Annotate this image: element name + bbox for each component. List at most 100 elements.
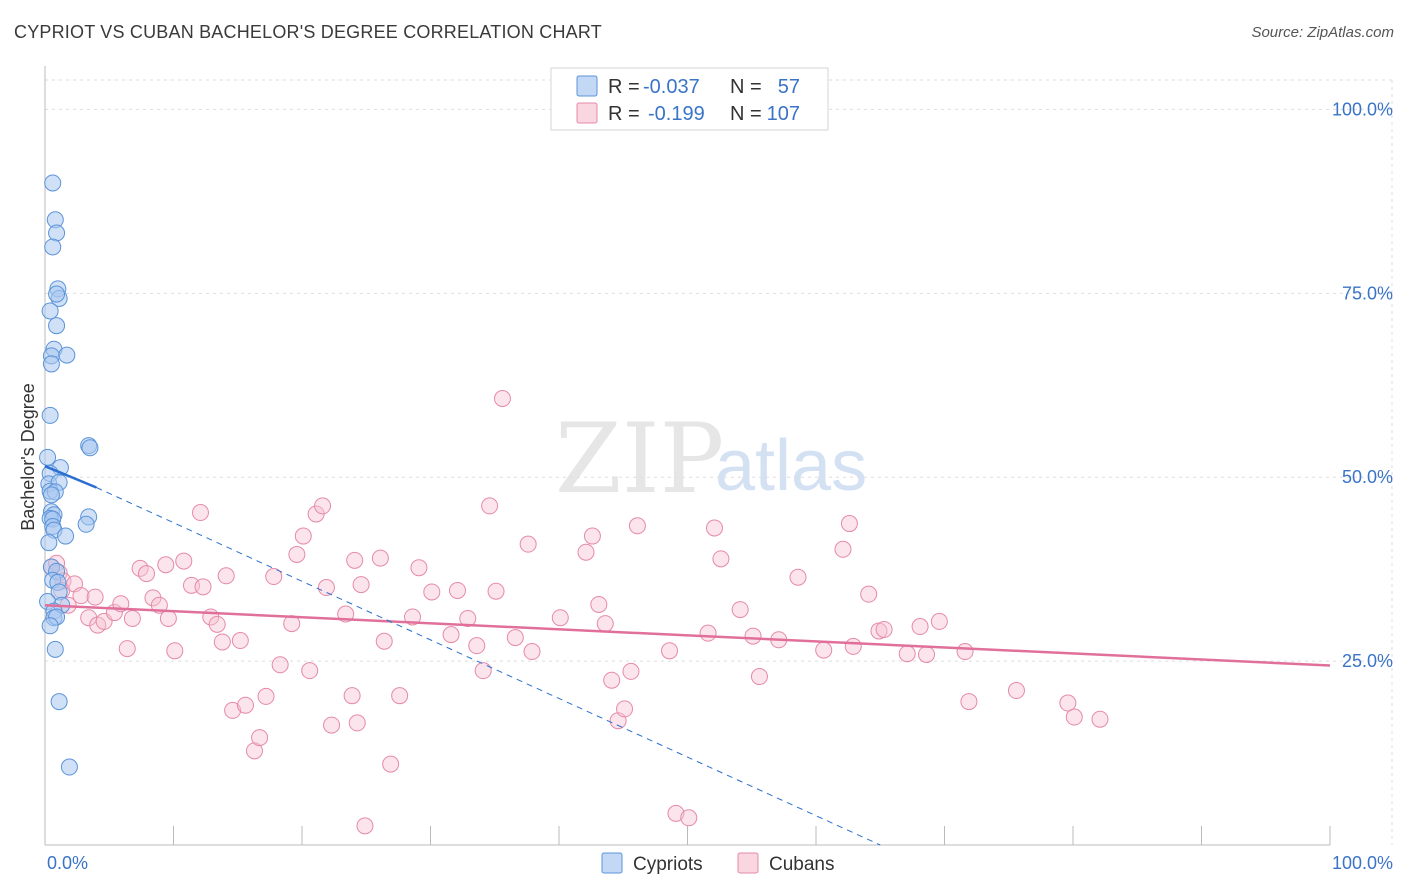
cubans-point [960, 693, 978, 711]
legend-bottom: Cypriots Cubans [601, 852, 835, 875]
cubans-point [231, 632, 249, 650]
cubans-point [815, 641, 833, 659]
cubans-point [680, 809, 698, 827]
cypriots-point [44, 238, 62, 256]
cubans-trend-line [44, 603, 1331, 667]
cypriots-point [50, 693, 68, 711]
legend-cypriots-n-value: 57 [778, 76, 800, 98]
cubans-point [175, 552, 193, 570]
cubans-point [474, 662, 492, 680]
legend-cubans-r-label: R = [608, 103, 640, 125]
y-tick-label: 100.0% [1332, 99, 1393, 119]
legend-bottom-cubans-label: Cubans [769, 854, 835, 875]
cypriots-point [42, 486, 60, 504]
cubans-point [551, 609, 569, 627]
cubans-point [224, 701, 242, 719]
cypriots-point [60, 758, 78, 776]
cubans-point [265, 568, 283, 586]
cubans-point [157, 556, 175, 574]
cubans-point [911, 618, 929, 636]
cubans-point [468, 637, 486, 655]
cubans-point [789, 568, 807, 586]
cubans-point [622, 662, 640, 680]
cubans-point [371, 549, 389, 567]
cubans-point [616, 700, 634, 718]
cubans-point [86, 588, 104, 606]
cubans-point [506, 629, 524, 647]
cubans-point [72, 587, 90, 605]
watermark-zip: ZIP [555, 403, 724, 515]
cubans-point [918, 645, 936, 663]
cubans-point [213, 633, 231, 651]
cubans-point [603, 671, 621, 689]
cubans-point [1065, 708, 1083, 726]
cypriots-point [58, 346, 76, 364]
cubans-point [323, 716, 341, 734]
cubans-point [257, 687, 275, 705]
legend-top: R = -0.037 N = 57 R = -0.199 N = 107 [550, 67, 829, 131]
cubans-point [245, 742, 263, 760]
watermark: ZIP atlas [555, 403, 867, 515]
cubans-point [493, 390, 511, 408]
cubans-point [487, 582, 505, 600]
cubans-point [236, 696, 254, 714]
cubans-point [705, 519, 723, 537]
cubans-point [314, 497, 332, 515]
cypriots-point [40, 534, 58, 552]
cubans-point [356, 817, 374, 835]
cubans-point [391, 687, 409, 705]
cubans-point [294, 527, 312, 545]
cubans-point [956, 643, 974, 661]
cubans-point [590, 595, 608, 613]
legend-cypriots-swatch [576, 75, 598, 97]
cubans-point [898, 645, 916, 663]
cubans-point [583, 527, 601, 545]
cypriots-point [41, 617, 59, 635]
x-tick-labels: 0.0% 100.0% [47, 853, 1393, 873]
cubans-point [352, 576, 370, 594]
cypriots-trend-dashed [96, 487, 881, 846]
legend-cubans-swatch [576, 102, 598, 124]
cubans-point [481, 497, 499, 515]
cypriots-point [42, 355, 60, 373]
cubans-point [459, 609, 477, 627]
x-tick-label: 0.0% [47, 853, 88, 873]
cubans-point [251, 729, 269, 747]
cubans-point [744, 627, 762, 645]
legend-cubans-n-value: 107 [767, 103, 800, 125]
cubans-point [138, 565, 156, 583]
cypriots-point [48, 285, 66, 303]
cypriots-point [41, 302, 59, 320]
legend-cubans-r-value: -0.199 [648, 103, 705, 125]
cubans-point [208, 615, 226, 633]
y-axis-label: Bachelor's Degree [18, 383, 38, 531]
cypriots-point [41, 406, 59, 424]
legend-cypriots-n-label: N = [730, 76, 762, 98]
cubans-point [844, 637, 862, 655]
cubans-point [523, 643, 541, 661]
watermark-atlas: atlas [715, 426, 867, 506]
cubans-point [404, 608, 422, 626]
cubans-point [288, 545, 306, 563]
cubans-point [1059, 694, 1077, 712]
y-tick-label: 50.0% [1342, 467, 1393, 487]
cypriots-point [46, 640, 64, 658]
cypriots-points [39, 174, 99, 776]
y-tick-label: 25.0% [1342, 651, 1393, 671]
cubans-point [661, 642, 679, 660]
cubans-point [1091, 710, 1109, 728]
cubans-point [166, 642, 184, 660]
cubans-point [448, 581, 466, 599]
cubans-point [442, 626, 460, 644]
cubans-point [191, 504, 209, 522]
cubans-point [667, 804, 685, 822]
cubans-point [519, 535, 537, 553]
cubans-point [750, 668, 768, 686]
legend-cubans-n-label: N = [730, 103, 762, 125]
gridlines [45, 79, 1393, 845]
cubans-point [194, 578, 212, 596]
cubans-point [731, 601, 749, 619]
legend-bottom-cypriots-label: Cypriots [633, 854, 703, 875]
cubans-point [217, 567, 235, 585]
